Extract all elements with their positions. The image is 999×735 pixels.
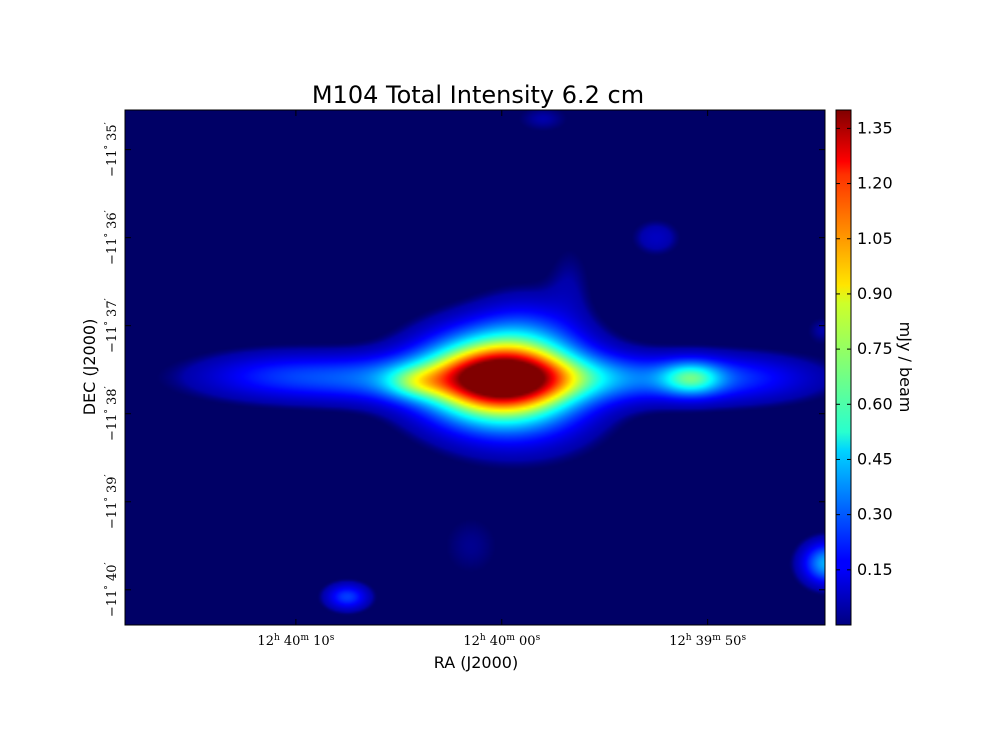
colorbar-gradient bbox=[835, 109, 852, 626]
x-axis-ticks: 12h 40m 10s 12h 40m 00s 12h 39m 50s bbox=[257, 110, 746, 649]
y-tick-label: −11° 37′ bbox=[104, 298, 120, 353]
colorbar-tick-label: 1.35 bbox=[857, 118, 893, 137]
y-tick-label: −11° 40′ bbox=[104, 562, 120, 617]
colorbar-tick-label: 1.20 bbox=[857, 174, 893, 193]
y-tick-label: −11° 36′ bbox=[104, 210, 120, 265]
y-tick-label: −11° 35′ bbox=[104, 122, 120, 177]
x-tick-label: 12h 39m 50s bbox=[669, 633, 746, 649]
chart-title: M104 Total Intensity 6.2 cm bbox=[312, 81, 644, 109]
colorbar-tick-label: 0.90 bbox=[857, 284, 893, 303]
y-tick-label: −11° 39′ bbox=[104, 474, 120, 529]
colorbar-tick-label: 0.75 bbox=[857, 339, 893, 358]
colorbar-tick-label: 0.30 bbox=[857, 505, 893, 524]
colorbar-tick-label: 1.05 bbox=[857, 229, 893, 248]
colorbar-tick-label: 0.60 bbox=[857, 394, 893, 413]
colorbar-ticks: 0.15 0.30 0.45 0.60 0.75 0.90 1.05 1.20 1.35 bbox=[836, 118, 893, 579]
x-tick-label: 12h 40m 10s bbox=[257, 633, 334, 649]
colorbar-tick-label: 0.45 bbox=[857, 449, 893, 468]
plot-frame bbox=[124, 109, 826, 626]
plot-area bbox=[125, 110, 825, 625]
colorbar-label: mJy / beam bbox=[896, 322, 915, 413]
y-axis-label: DEC (J2000) bbox=[80, 319, 99, 416]
colorbar: 0.15 0.30 0.45 0.60 0.75 0.90 1.05 1.20 1.35 mJy… bbox=[835, 109, 915, 626]
y-axis-ticks: −11° 35′ −11° 36′ −11° 37′ −11° 38′ −11° 39′… bbox=[104, 122, 825, 617]
intensity-heatmap bbox=[125, 110, 825, 625]
x-tick-label: 12h 40m 00s bbox=[463, 633, 540, 649]
y-tick-label: −11° 38′ bbox=[104, 386, 120, 441]
colorbar-tick-label: 0.15 bbox=[857, 560, 893, 579]
x-axis-label: RA (J2000) bbox=[434, 653, 518, 672]
